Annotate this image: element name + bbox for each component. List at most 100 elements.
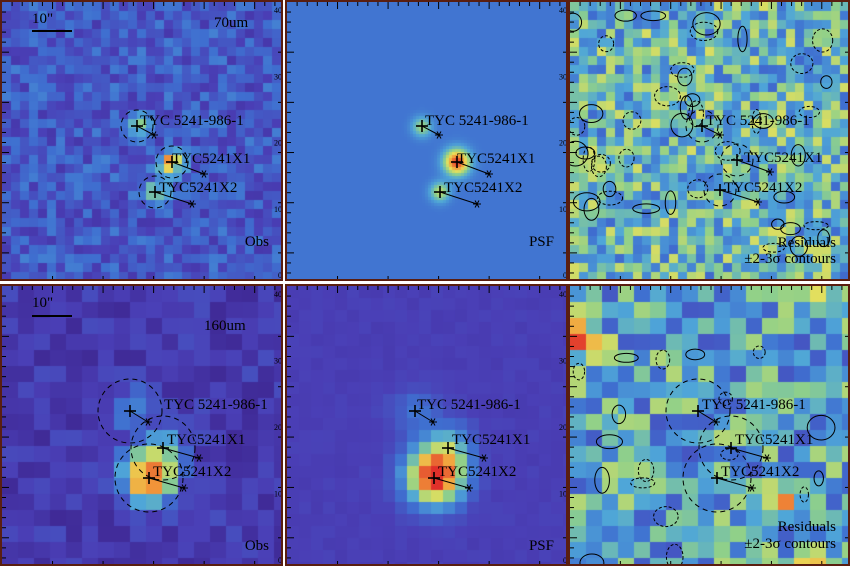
residual-contour: [718, 391, 733, 406]
position-cross: [725, 442, 737, 454]
residual-contour: [594, 466, 610, 494]
residual-contour: [812, 28, 834, 53]
obs-map-160um: [2, 286, 281, 564]
residual-contour: [597, 190, 624, 206]
source-label: TYC 5241-986-1: [164, 397, 268, 413]
scalebar-label: 10": [32, 11, 54, 27]
residual-contour: [613, 352, 639, 363]
offset-line: [148, 477, 185, 489]
residual-contour: [737, 25, 748, 53]
position-cross: [434, 186, 446, 198]
source-overlay: TYC 5241-986-1 TYC5241X1 TYC5241X2: [570, 286, 848, 564]
residual-contour: [771, 218, 785, 230]
panel-label-residuals: Residuals: [777, 235, 836, 251]
offset-line: [129, 410, 149, 423]
aperture-circle: [703, 173, 737, 207]
residual-contour: [602, 180, 617, 198]
residual-contour: [582, 146, 596, 173]
axis-tick-label: 30: [559, 357, 567, 366]
residual-contour: [687, 179, 709, 199]
panel-label-residuals: Residuals: [777, 519, 836, 535]
aperture-circle: [155, 145, 189, 179]
source-overlay: TYC 5241-986-1 TYC5241X1 TYC5241X2: [570, 2, 848, 279]
source-label: TYC5241X2: [721, 464, 799, 480]
residual-contour: [789, 235, 809, 257]
axis-tick-label: 20: [559, 423, 567, 432]
position-cross: [711, 472, 723, 484]
residual-contour: [632, 203, 661, 214]
residual-contour: [595, 434, 624, 450]
axis-tick-label: 40: [559, 290, 567, 299]
residual-contour: [618, 148, 635, 168]
aperture-circle: [685, 109, 719, 143]
position-cross: [416, 120, 428, 132]
offset-line: [136, 125, 155, 136]
residual-contour: [578, 104, 604, 124]
source-overlay: 40 30 20 10 0 TYC 5241-986-1 TYC5241X1 TYC5241X…: [2, 2, 282, 280]
aperture-circle: [138, 175, 172, 209]
residual-contour: [640, 10, 667, 22]
offset-line: [162, 447, 200, 459]
axis-tick-label: 0: [278, 556, 282, 565]
source-label: TYC 5241-986-1: [417, 397, 521, 413]
residual-contour: [803, 221, 829, 231]
panel-70um-psf: 40 30 20 10 0 TYC 5241-986-1 TYC5241X1 TYC5241X…: [285, 0, 568, 281]
obs-map-70um: [2, 2, 281, 279]
residual-contour: [679, 95, 694, 120]
psf-map-70um: [287, 2, 566, 279]
residual-contour: [611, 404, 627, 425]
source-label: TYC5241X2: [438, 464, 516, 480]
star-marker: [716, 131, 724, 139]
residual-contour: [762, 242, 785, 253]
residual-contour: [817, 229, 831, 248]
scalebar-label: 10": [32, 295, 54, 311]
residual-contour: [685, 348, 706, 361]
residual-contour: [570, 116, 586, 136]
source-label: TYC 5241-986-1: [425, 113, 529, 129]
offset-line: [701, 125, 721, 136]
residual-contour: [572, 362, 586, 381]
aperture-circle: [720, 143, 754, 177]
offset-line: [447, 447, 485, 459]
source-overlay: 40 30 20 10 0 TYC 5241-986-1 TYC5241X1 TYC5241X…: [2, 286, 282, 565]
star-marker: [435, 131, 443, 139]
star-marker: [144, 418, 152, 426]
axis-tick-label: 40: [274, 290, 282, 299]
source-label: TYC 5241-986-1: [706, 113, 810, 129]
offset-line: [730, 447, 768, 459]
axis-tick-label: 30: [559, 72, 567, 81]
panel-label-contours: ±2-3σ contours: [744, 536, 836, 552]
offset-line: [456, 161, 490, 175]
offset-line: [736, 159, 771, 173]
residual-contour: [575, 146, 596, 160]
residual-contour: [799, 486, 809, 503]
residual-contour: [820, 75, 833, 89]
panel-label-psf: PSF: [528, 538, 554, 554]
residual-map-70um: [570, 2, 848, 279]
aperture-circle: [120, 109, 154, 143]
residual-contour: [720, 448, 739, 461]
residual-contour: [637, 458, 655, 482]
panel-label-obs: Obs: [244, 538, 269, 554]
source-label: TYC5241X1: [457, 151, 535, 167]
star-marker: [465, 484, 473, 492]
source-label: TYC5241X1: [167, 432, 245, 448]
residual-contour: [773, 190, 796, 204]
residual-contour: [752, 345, 766, 359]
residual-contour: [664, 190, 677, 215]
residual-contour: [806, 414, 836, 441]
offset-line: [697, 410, 717, 423]
residual-contour: [598, 35, 615, 53]
axis-tick-label: 20: [559, 139, 567, 148]
star-marker: [754, 198, 762, 206]
position-cross: [149, 186, 161, 198]
star-marker: [712, 418, 720, 426]
star-marker: [763, 454, 771, 462]
aperture-circle: [682, 443, 752, 513]
position-cross: [731, 154, 743, 166]
axis-tick-label: 0: [278, 271, 282, 280]
source-label: TYC5241X1: [452, 432, 530, 448]
residual-contour: [751, 109, 762, 135]
position-cross: [692, 405, 704, 417]
star-marker: [485, 170, 493, 178]
